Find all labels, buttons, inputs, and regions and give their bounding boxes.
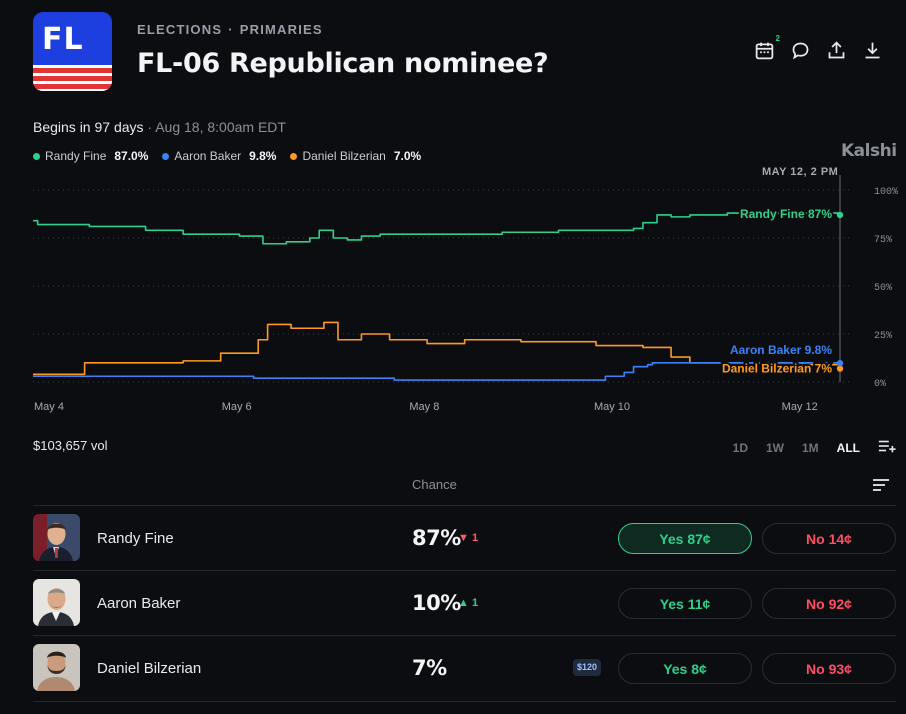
avatar-randy-fine <box>33 514 80 561</box>
event-date: Aug 18, 8:00am EDT <box>155 119 286 135</box>
x-tick-label: May 4 <box>34 401 64 413</box>
outcome-name: Daniel Bilzerian <box>97 660 202 677</box>
legend-value: 7.0% <box>393 149 422 163</box>
outcome-chance: 87% <box>412 526 461 550</box>
legend-value: 87.0% <box>114 149 149 163</box>
breadcrumb: ELECTIONS · PRIMARIES <box>137 22 323 37</box>
volume-label: $103,657 vol <box>33 438 108 453</box>
outcome-chance: 10% <box>412 591 461 615</box>
x-tick-label: May 8 <box>409 401 439 413</box>
legend-item-daniel-bilzerian: Daniel Bilzerian 7.0% <box>290 149 421 163</box>
legend-dot <box>162 152 170 160</box>
buy-yes-button[interactable]: Yes 87¢ <box>618 523 752 554</box>
legend-dot <box>290 152 298 160</box>
comment-icon[interactable] <box>790 40 811 61</box>
breadcrumb-separator: · <box>228 22 234 37</box>
legend-item-randy-fine: Randy Fine 87.0% <box>33 149 148 163</box>
event-begins: Begins in 97 days · Aug 18, 8:00am EDT <box>33 119 286 135</box>
series-end-marker <box>836 211 844 219</box>
outcome-row-aaron-baker[interactable]: Aaron Baker 10% ▲ 1 Yes 11¢ No 92¢ <box>33 570 896 635</box>
x-tick-label: May 6 <box>222 401 252 413</box>
chart-legend: Randy Fine 87.0% Aaron Baker 9.8% Daniel… <box>33 149 421 163</box>
logo-stripes <box>33 65 112 91</box>
breadcrumb-elections[interactable]: ELECTIONS <box>137 22 223 37</box>
time-range-selector: 1D 1W 1M ALL <box>733 438 896 457</box>
legend-item-aaron-baker: Aaron Baker 9.8% <box>162 149 276 163</box>
logo-text: FL <box>42 22 84 57</box>
series-end-label: Aaron Baker 9.8% <box>730 343 832 357</box>
series-end-label: Daniel Bilzerian 7% <box>722 362 832 376</box>
header-actions: 2 <box>754 34 883 61</box>
market-header: FL ELECTIONS · PRIMARIES FL-06 Republican … <box>33 12 883 92</box>
buy-no-button[interactable]: No 92¢ <box>762 588 896 619</box>
chance-delta: ▼ 1 <box>458 532 479 544</box>
breadcrumb-primaries[interactable]: PRIMARIES <box>239 22 323 37</box>
market-logo: FL <box>33 12 112 91</box>
download-icon[interactable] <box>862 40 883 61</box>
calendar-badge: 2 <box>775 34 780 43</box>
y-tick-label: 75% <box>874 235 892 246</box>
table-bottom-divider <box>33 701 896 702</box>
buy-yes-button[interactable]: Yes 8¢ <box>618 653 752 684</box>
outcome-row-daniel-bilzerian[interactable]: Daniel Bilzerian 7% $120 Yes 8¢ No 93¢ <box>33 635 896 700</box>
page-title: FL-06 Republican nominee? <box>137 48 549 79</box>
series-end-marker <box>836 365 844 372</box>
outcome-name: Randy Fine <box>97 530 174 547</box>
range-1w[interactable]: 1W <box>766 440 784 455</box>
begins-separator: · <box>143 119 156 135</box>
legend-value: 9.8% <box>249 149 277 163</box>
y-tick-label: 25% <box>874 331 892 342</box>
share-icon[interactable] <box>826 40 847 61</box>
legend-dot <box>33 152 40 160</box>
y-tick-label: 100% <box>874 187 898 198</box>
chart-timestamp: MAY 12, 2 PM <box>762 166 839 178</box>
avatar-aaron-baker <box>33 579 80 626</box>
legend-name: Randy Fine <box>45 149 107 163</box>
buy-no-button[interactable]: No 14¢ <box>762 523 896 554</box>
range-all[interactable]: ALL <box>836 440 860 455</box>
add-series-icon[interactable] <box>878 438 896 457</box>
range-1d[interactable]: 1D <box>732 440 748 455</box>
volume-badge: $120 <box>573 659 602 676</box>
sort-icon[interactable] <box>872 478 890 497</box>
kalshi-logo: Kalshi <box>841 141 897 161</box>
avatar-daniel-bilzerian <box>33 644 80 691</box>
buy-yes-button[interactable]: Yes 11¢ <box>618 588 752 619</box>
outcome-name: Aaron Baker <box>97 595 181 612</box>
chance-delta: ▲ 1 <box>458 597 479 609</box>
x-tick-label: May 10 <box>594 401 630 413</box>
series-end-marker <box>836 359 844 367</box>
series-end-label: Randy Fine 87% <box>740 207 832 221</box>
legend-name: Aaron Baker <box>174 149 242 163</box>
price-chart[interactable]: 100% 75% 50% 25% 0% May 4 May 6 May 8 May 10 May … <box>0 175 906 415</box>
buy-no-button[interactable]: No 93¢ <box>762 653 896 684</box>
y-tick-label: 0% <box>874 379 886 390</box>
series-line-randy-fine <box>33 212 841 245</box>
begins-text: Begins in 97 days <box>33 119 144 135</box>
x-tick-label: May 12 <box>782 401 818 413</box>
series-line-daniel-bilzerian <box>33 321 841 376</box>
outcome-row-randy-fine[interactable]: Randy Fine 87% ▼ 1 Yes 87¢ No 14¢ <box>33 505 896 570</box>
series-line-aaron-baker <box>33 362 841 381</box>
y-tick-label: 50% <box>874 283 892 294</box>
chance-column-header: Chance <box>412 477 457 492</box>
legend-name: Daniel Bilzerian <box>302 149 386 163</box>
calendar-icon[interactable]: 2 <box>754 34 780 61</box>
range-1m[interactable]: 1M <box>802 440 819 455</box>
outcome-chance: 7% <box>412 656 447 680</box>
